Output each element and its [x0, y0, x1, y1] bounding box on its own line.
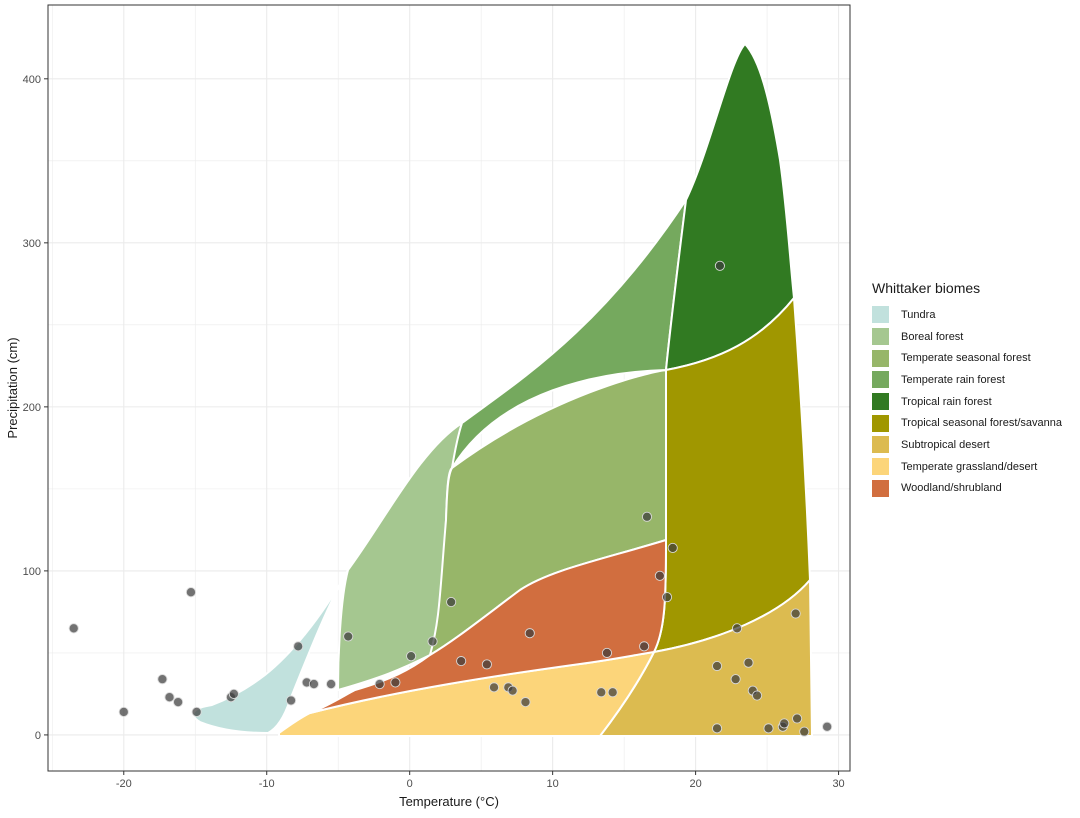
legend-item: Tropical rain forest: [872, 391, 1077, 413]
y-tick-label: 100: [23, 566, 41, 578]
data-point: [661, 592, 673, 603]
data-point: [446, 597, 457, 608]
plot-border: [47, 4, 851, 772]
data-point: [326, 679, 337, 690]
data-point: [752, 690, 763, 701]
legend-item: Temperate rain forest: [872, 369, 1077, 391]
data-point: [343, 631, 354, 642]
data-point: [763, 723, 774, 734]
legend-label: Woodland/shrubland: [901, 482, 1002, 495]
legend-label: Tundra: [901, 308, 936, 321]
legend-label: Tropical seasonal forest/savanna: [901, 417, 1063, 430]
legend-item: Tropical seasonal forest/savanna: [872, 412, 1077, 434]
biome-woodland-shrubland: [309, 539, 667, 714]
data-point: [293, 641, 304, 652]
y-axis: 0 100 200 300 400: [23, 74, 48, 742]
data-point: [520, 697, 531, 708]
legend-item: Boreal forest: [872, 326, 1077, 348]
y-tick-label: 0: [35, 730, 41, 742]
x-tick-label: 30: [832, 778, 844, 790]
data-point: [711, 723, 723, 734]
data-point: [456, 656, 467, 667]
legend-items: Tundra Boreal forest Temperate seasonal fo…: [872, 304, 1077, 499]
data-point: [730, 674, 741, 685]
x-tick-label: 10: [547, 778, 559, 790]
data-point: [173, 697, 184, 708]
biome-regions: [192, 43, 813, 737]
biome-tundra: [192, 569, 349, 734]
legend-label: Subtropical desert: [901, 438, 990, 451]
x-tick-label: -20: [116, 778, 132, 790]
data-point: [524, 628, 535, 639]
legend-swatch: [872, 328, 889, 346]
data-point: [779, 718, 790, 729]
data-point: [799, 726, 810, 737]
legend-item: Temperate grassland/desert: [872, 456, 1077, 478]
data-point: [743, 657, 754, 668]
x-tick-label: -10: [259, 778, 275, 790]
data-point: [308, 679, 319, 690]
data-point: [481, 659, 492, 670]
data-points: [68, 260, 833, 737]
legend-swatch: [872, 393, 889, 411]
legend-swatch: [872, 479, 889, 497]
biome-tropical-rain-forest: [665, 43, 795, 371]
data-point: [488, 682, 500, 693]
data-point: [654, 570, 665, 581]
data-point: [596, 687, 607, 698]
legend-item: Tundra: [872, 304, 1077, 326]
legend-swatch: [872, 458, 889, 476]
data-point: [406, 651, 417, 662]
data-point: [607, 687, 618, 698]
data-point: [822, 721, 833, 732]
legend-swatch: [872, 436, 889, 454]
data-point: [285, 695, 297, 706]
data-point: [374, 679, 385, 690]
y-tick-label: 400: [23, 74, 41, 86]
data-point: [714, 260, 725, 271]
data-point: [507, 685, 518, 696]
data-point: [191, 706, 202, 718]
legend-label: Temperate seasonal forest: [901, 352, 1031, 365]
data-point: [667, 542, 678, 553]
y-tick-label: 200: [23, 402, 41, 414]
data-point: [792, 713, 803, 724]
data-point: [390, 677, 401, 688]
legend-item: Subtropical desert: [872, 434, 1077, 456]
x-tick-label: 0: [407, 778, 413, 790]
data-point: [157, 674, 168, 685]
data-point: [228, 688, 239, 699]
data-point: [164, 692, 175, 703]
data-point: [427, 636, 438, 647]
data-point: [790, 608, 801, 619]
data-point: [711, 660, 723, 672]
legend-item: Woodland/shrubland: [872, 478, 1077, 500]
legend: Whittaker biomes Tundra Boreal forest Temp…: [872, 280, 1077, 499]
data-point: [68, 623, 79, 634]
data-point: [641, 511, 653, 522]
y-tick-label: 300: [23, 238, 41, 250]
legend-swatch: [872, 371, 889, 389]
legend-item: Temperate seasonal forest: [872, 347, 1077, 369]
legend-label: Boreal forest: [901, 330, 964, 343]
legend-swatch: [872, 306, 889, 324]
x-axis-title: Temperature (°C): [399, 794, 499, 809]
legend-label: Tropical rain forest: [901, 395, 992, 408]
data-point: [118, 706, 129, 718]
legend-swatch: [872, 414, 889, 432]
legend-swatch: [872, 349, 889, 367]
legend-title: Whittaker biomes: [872, 280, 981, 296]
x-axis: -20 -10 0 10 20 30: [116, 771, 845, 790]
data-point: [639, 641, 650, 652]
data-point: [601, 647, 613, 658]
y-axis-title: Precipitation (cm): [5, 337, 20, 438]
legend-label: Temperate grassland/desert: [901, 460, 1038, 473]
data-point: [732, 623, 743, 634]
legend-label: Temperate rain forest: [901, 373, 1005, 386]
data-point: [185, 587, 197, 598]
x-tick-label: 20: [689, 778, 701, 790]
